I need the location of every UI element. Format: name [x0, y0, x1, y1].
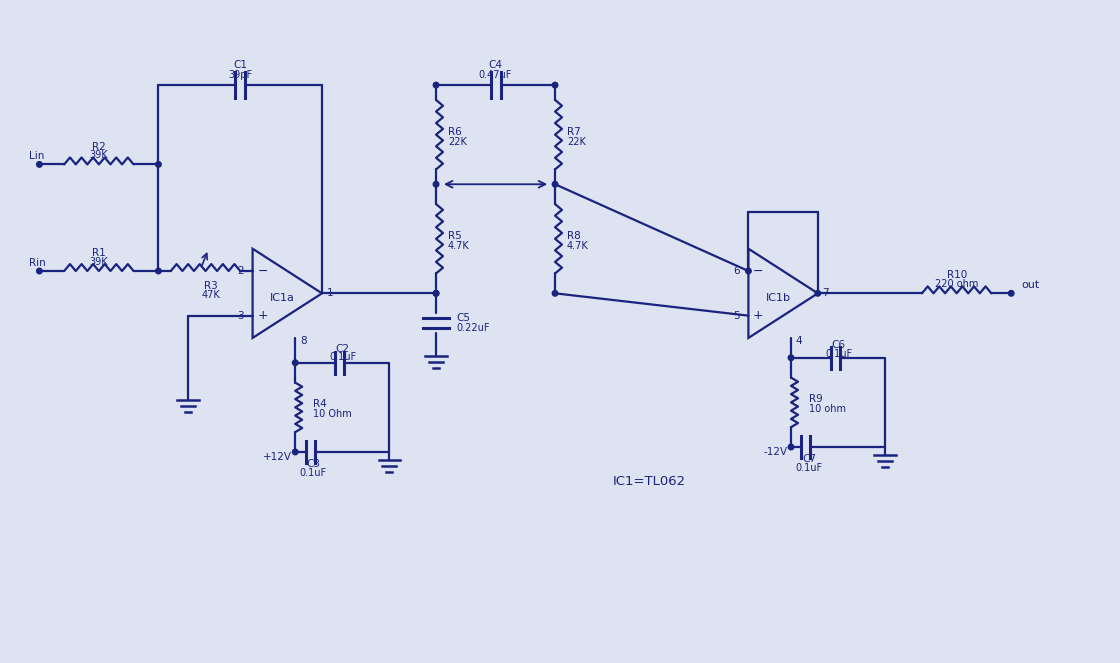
- Circle shape: [37, 162, 43, 167]
- Text: 0.1uF: 0.1uF: [299, 468, 327, 478]
- Text: 6: 6: [734, 266, 740, 276]
- Text: +12V: +12V: [263, 452, 292, 462]
- Text: 0.1uF: 0.1uF: [329, 352, 356, 362]
- Text: C6: C6: [832, 340, 846, 350]
- Text: −: −: [258, 265, 268, 278]
- Text: 4: 4: [795, 336, 802, 346]
- Text: R1: R1: [92, 248, 105, 258]
- Text: C7: C7: [802, 454, 815, 464]
- Text: R7: R7: [567, 127, 580, 137]
- Circle shape: [156, 162, 161, 167]
- Text: Lin: Lin: [29, 151, 45, 162]
- Text: 4.7K: 4.7K: [567, 241, 589, 251]
- Text: C1: C1: [233, 60, 248, 70]
- Text: C3: C3: [306, 459, 320, 469]
- Text: R4: R4: [314, 399, 327, 409]
- Text: 22K: 22K: [448, 137, 467, 147]
- Text: C5: C5: [456, 313, 470, 323]
- Text: 39K: 39K: [90, 257, 109, 267]
- Circle shape: [788, 444, 794, 450]
- Circle shape: [552, 182, 558, 187]
- Circle shape: [433, 82, 439, 88]
- Text: 10 Ohm: 10 Ohm: [314, 409, 352, 419]
- Text: 2: 2: [237, 266, 244, 276]
- Text: 47K: 47K: [202, 290, 220, 300]
- Circle shape: [433, 182, 439, 187]
- Text: 39K: 39K: [90, 151, 109, 160]
- Text: R6: R6: [448, 127, 461, 137]
- Text: 4.7K: 4.7K: [448, 241, 469, 251]
- Text: 7: 7: [822, 288, 829, 298]
- Text: 0.1uF: 0.1uF: [795, 463, 822, 473]
- Circle shape: [815, 290, 821, 296]
- Circle shape: [37, 269, 43, 274]
- Circle shape: [552, 290, 558, 296]
- Text: 39pF: 39pF: [228, 70, 252, 80]
- Text: R10: R10: [946, 271, 967, 280]
- Circle shape: [552, 82, 558, 88]
- Text: 22K: 22K: [567, 137, 586, 147]
- Text: -12V: -12V: [764, 447, 788, 457]
- Text: out: out: [1021, 280, 1039, 290]
- Text: 0.47uF: 0.47uF: [479, 70, 512, 80]
- Text: +: +: [753, 309, 764, 322]
- Text: C4: C4: [488, 60, 503, 70]
- Text: 5: 5: [734, 311, 740, 321]
- Text: R3: R3: [204, 281, 217, 291]
- Text: Rin: Rin: [29, 258, 46, 268]
- Text: 8: 8: [300, 336, 307, 346]
- Circle shape: [292, 360, 298, 365]
- Text: IC1=TL062: IC1=TL062: [613, 475, 685, 488]
- Text: C2: C2: [336, 344, 349, 354]
- Circle shape: [156, 269, 161, 274]
- Text: 10 ohm: 10 ohm: [809, 404, 846, 414]
- Text: +: +: [258, 309, 268, 322]
- Text: R5: R5: [448, 231, 461, 241]
- Text: −: −: [753, 265, 764, 278]
- Text: 1: 1: [327, 288, 334, 298]
- Circle shape: [433, 290, 439, 296]
- Text: IC1a: IC1a: [270, 293, 295, 303]
- Text: R9: R9: [809, 394, 823, 404]
- Text: IC1b: IC1b: [766, 293, 791, 303]
- Text: 0.22uF: 0.22uF: [456, 323, 489, 333]
- Text: 3: 3: [237, 311, 244, 321]
- Circle shape: [292, 450, 298, 455]
- Text: 220 ohm: 220 ohm: [935, 279, 979, 289]
- Circle shape: [1008, 290, 1014, 296]
- Text: 0.1uF: 0.1uF: [825, 349, 852, 359]
- Circle shape: [788, 355, 794, 361]
- Circle shape: [433, 290, 439, 296]
- Text: R2: R2: [92, 142, 105, 152]
- Text: R8: R8: [567, 231, 580, 241]
- Circle shape: [746, 269, 752, 274]
